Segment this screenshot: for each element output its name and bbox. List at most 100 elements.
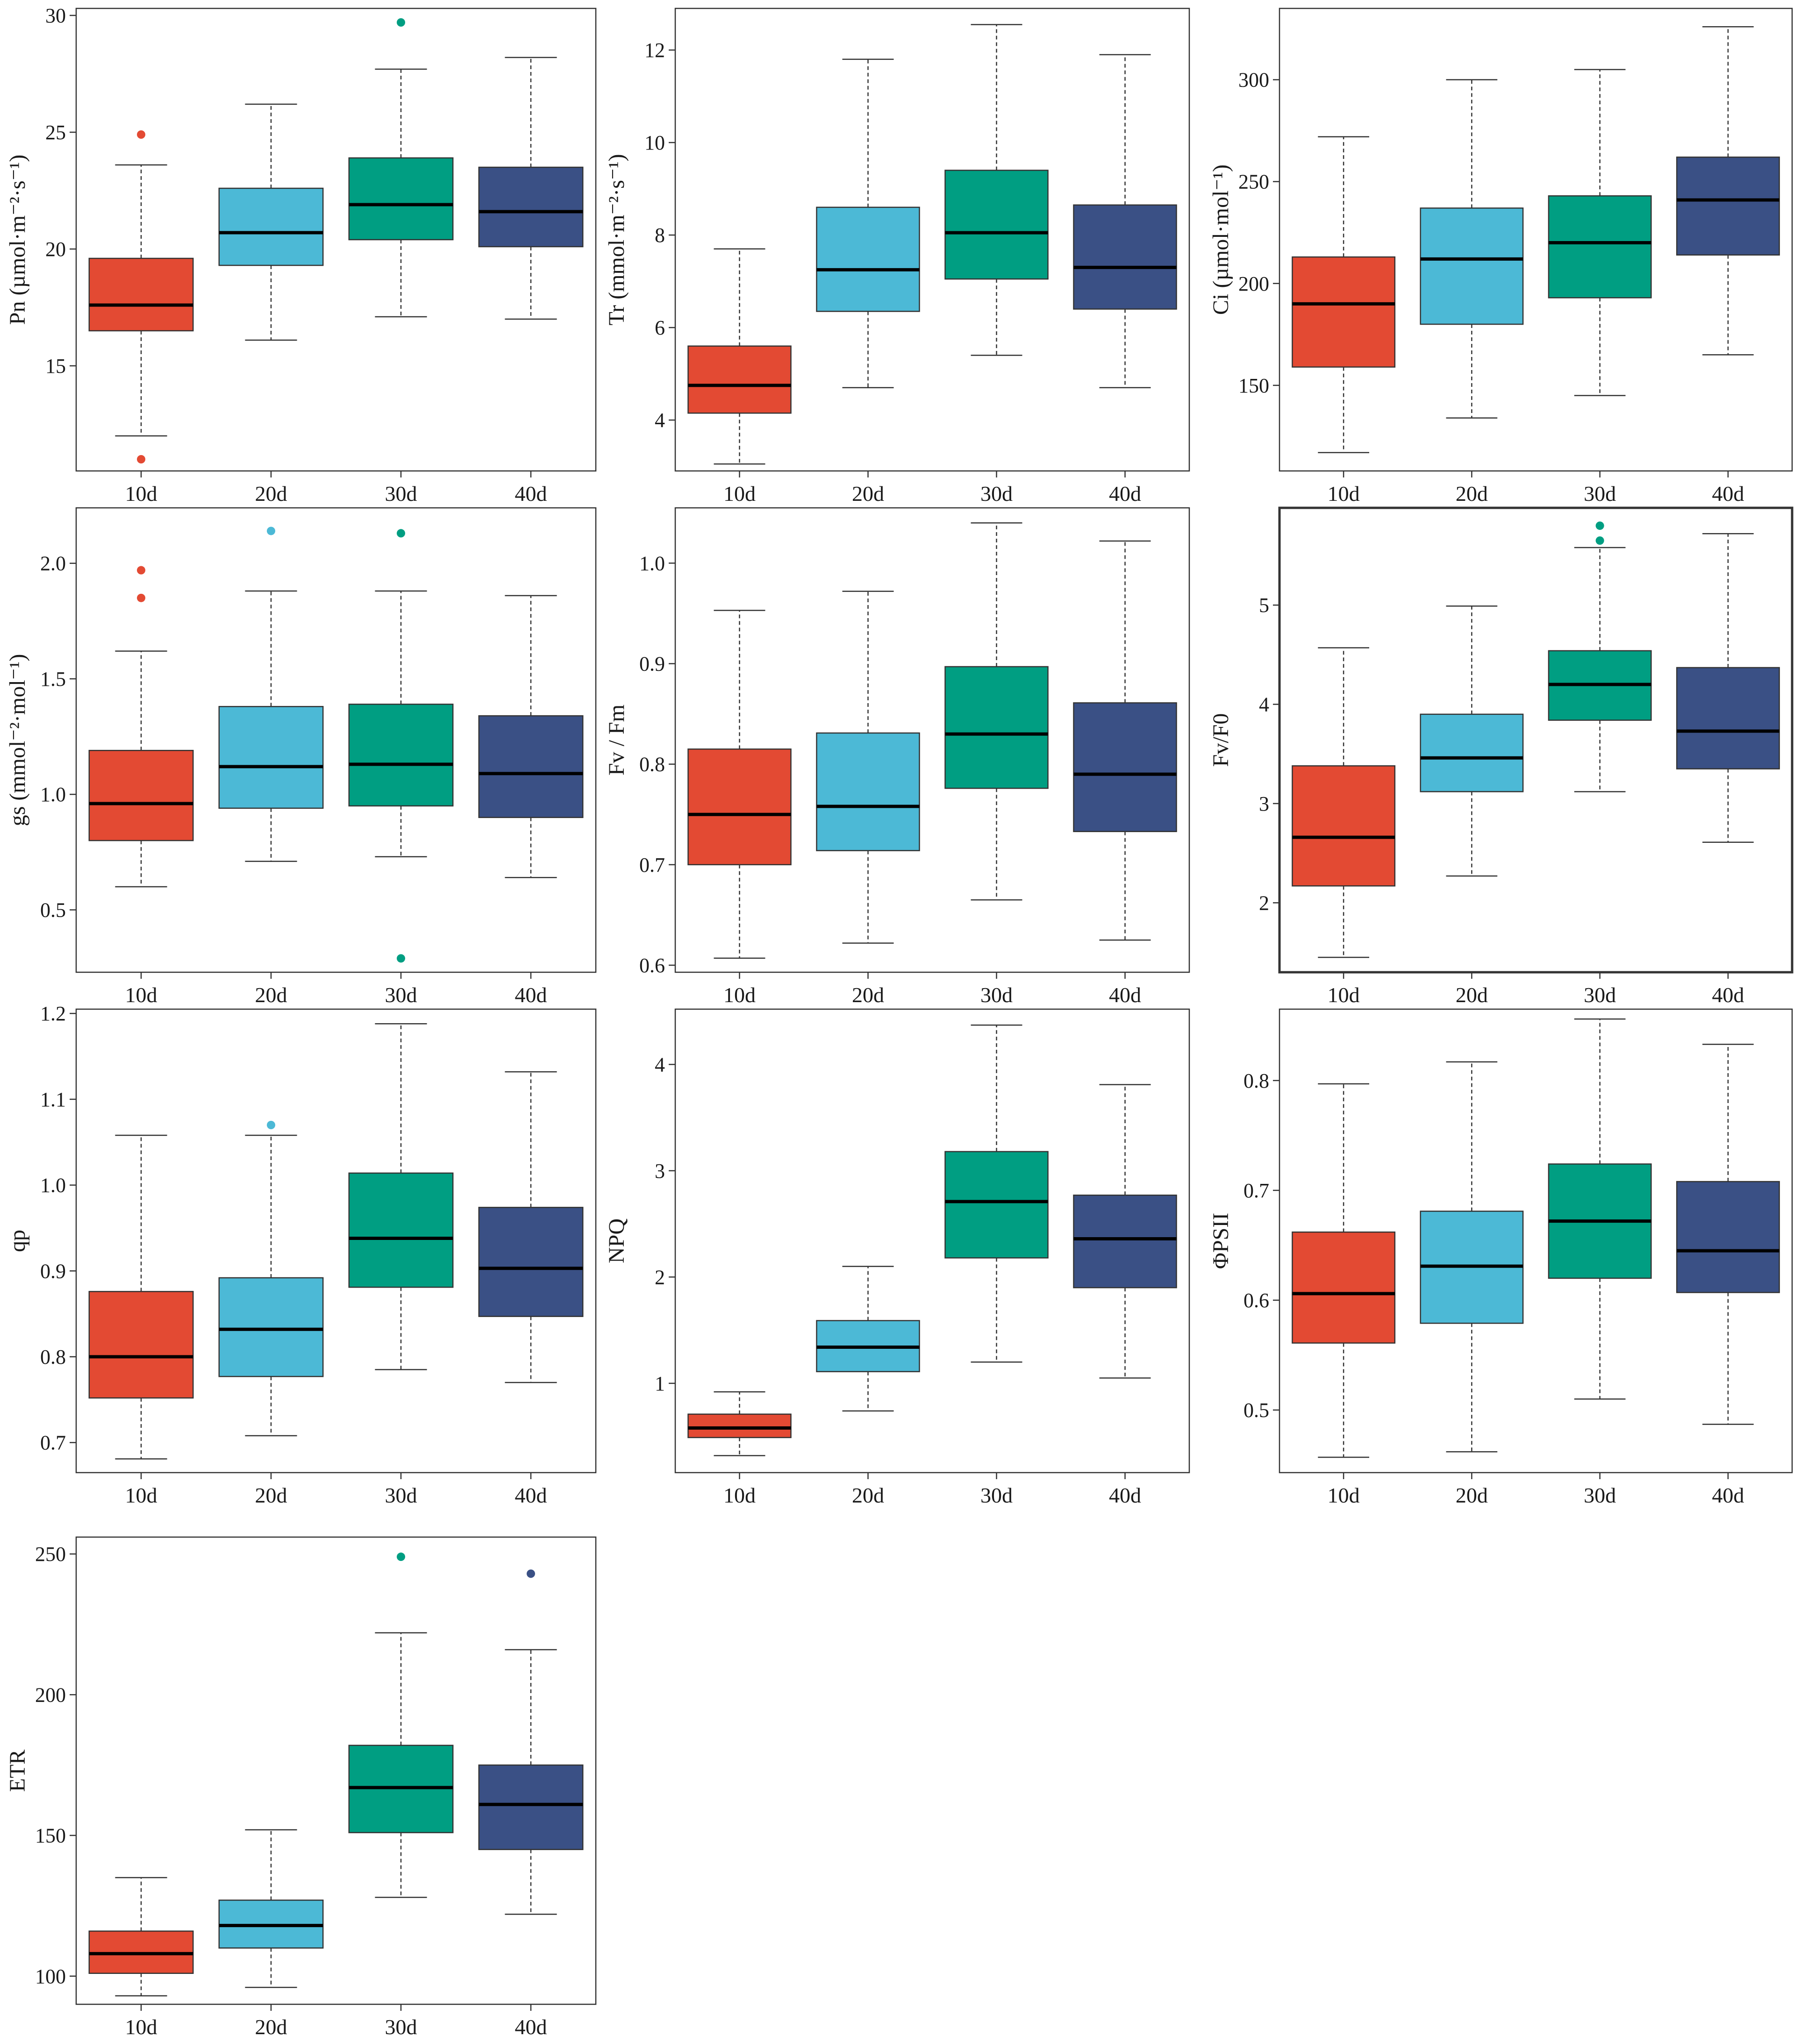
fvf0-outlier-30d-0 [1595, 521, 1604, 530]
phipsii-ytick-label-1: 0.6 [1244, 1289, 1269, 1312]
pn-x-label-40d: 40d [515, 482, 547, 506]
qp-x-label-30d: 30d [385, 1483, 417, 1507]
fvfm-x-label-10d: 10d [723, 983, 756, 1007]
gs-plot-frame [75, 507, 597, 973]
tr-y-axis-label: Tr (mmol·m⁻²·s⁻¹) [604, 154, 629, 325]
qp-box-10d [88, 1134, 194, 1460]
etr-box-40d [478, 1569, 584, 1915]
fvfm-box-40d [1073, 540, 1177, 941]
etr-box-10d [88, 1877, 194, 1997]
fvfm-iqr-box-40d [1073, 702, 1177, 833]
pn-ytick-label-2: 25 [45, 121, 66, 144]
fvfm-box-20d [816, 591, 920, 944]
pn-outlier-10d-0 [137, 130, 145, 139]
npq-x-label-10d: 10d [723, 1483, 756, 1507]
ci-box-20d [1420, 79, 1524, 419]
phipsii-x-label-30d: 30d [1584, 1483, 1616, 1507]
tr-x-label-30d: 30d [980, 482, 1013, 506]
npq-x-label-40d: 40d [1109, 1483, 1141, 1507]
ci-box-10d [1292, 136, 1396, 453]
ci-iqr-box-20d [1420, 207, 1524, 325]
fvf0-iqr-box-20d [1420, 713, 1524, 792]
panel-npq: 1 2 3 4 NPQ 10d 20d 30d 40d [604, 1008, 1190, 1507]
phipsii-iqr-box-10d [1292, 1231, 1396, 1344]
gs-iqr-box-20d [218, 706, 324, 809]
etr-x-label-40d: 40d [515, 2015, 547, 2039]
pn-box-40d [478, 57, 584, 320]
panel-pn: 15 20 25 30 Pn (µmol·m⁻²·s⁻¹) 10d 20d 30d 40d [5, 4, 597, 506]
etr-box-20d [218, 1829, 324, 1988]
qp-box-30d [348, 1023, 454, 1370]
phipsii-ytick-label-3: 0.8 [1244, 1069, 1269, 1092]
fvf0-x-label-40d: 40d [1712, 983, 1744, 1007]
phipsii-ytick-label-0: 0.5 [1244, 1399, 1269, 1422]
qp-iqr-box-10d [88, 1291, 194, 1399]
pn-ytick-label-1: 20 [45, 238, 66, 261]
pn-iqr-box-40d [478, 166, 584, 248]
ci-plot-frame [1279, 7, 1793, 472]
fvf0-ytick-label-1: 3 [1259, 792, 1269, 815]
gs-y-axis-label: gs (mmol⁻²·mol⁻¹) [5, 654, 30, 826]
panel-etr: 100 150 200 250 ETR 10d 20d 30d 40d [5, 1536, 597, 2039]
gs-outlier-30d-1 [397, 954, 405, 963]
npq-ytick-label-2: 3 [655, 1160, 665, 1182]
fvf0-outlier-30d-1 [1595, 536, 1604, 545]
ci-ytick-label-3: 300 [1238, 69, 1269, 92]
npq-box-20d [816, 1266, 920, 1412]
etr-iqr-box-40d [478, 1764, 584, 1850]
fvf0-y-axis-label: Fv/F0 [1208, 713, 1233, 767]
etr-ytick-label-3: 250 [35, 1543, 66, 1566]
qp-ytick-label-5: 1.2 [40, 1002, 66, 1025]
fvfm-plot-frame [674, 507, 1190, 973]
ci-x-label-40d: 40d [1712, 482, 1744, 506]
ci-x-label-10d: 10d [1328, 482, 1360, 506]
npq-box-10d [687, 1391, 792, 1456]
phipsii-box-20d [1420, 1061, 1524, 1453]
fvf0-box-10d [1292, 647, 1396, 958]
tr-x-label-10d: 10d [723, 482, 756, 506]
qp-box-40d [478, 1071, 584, 1383]
ci-iqr-box-40d [1676, 157, 1780, 256]
gs-box-30d [348, 529, 454, 963]
qp-plot-frame [75, 1008, 597, 1474]
phipsii-plot-frame [1279, 1008, 1793, 1474]
npq-ytick-label-1: 2 [655, 1266, 665, 1289]
fvf0-ytick-label-0: 2 [1259, 891, 1269, 914]
gs-ytick-label-0: 0.5 [40, 898, 66, 921]
qp-ytick-label-3: 1.0 [40, 1174, 66, 1197]
npq-iqr-box-30d [944, 1151, 1049, 1259]
npq-iqr-box-40d [1073, 1194, 1177, 1289]
qp-x-label-10d: 10d [125, 1483, 157, 1507]
gs-outlier-30d-0 [397, 529, 405, 538]
tr-ytick-label-3: 10 [644, 131, 665, 154]
gs-box-40d [478, 595, 584, 878]
pn-box-20d [218, 103, 324, 341]
pn-outlier-10d-1 [137, 455, 145, 463]
fvf0-iqr-box-10d [1292, 765, 1396, 887]
panel-fvf0: 2 3 4 5 Fv/F0 10d 20d 30d 40d [1208, 506, 1794, 1007]
tr-ytick-label-2: 8 [655, 224, 665, 247]
qp-x-label-20d: 20d [255, 1483, 287, 1507]
fvf0-box-30d [1548, 521, 1652, 792]
pn-box-30d [348, 18, 454, 318]
phipsii-iqr-box-40d [1676, 1181, 1780, 1293]
gs-ytick-label-3: 2.0 [40, 552, 66, 575]
tr-ytick-label-1: 6 [655, 316, 665, 339]
fvfm-ytick-label-4: 1.0 [639, 552, 665, 575]
npq-x-label-30d: 30d [980, 1483, 1013, 1507]
phipsii-box-10d [1292, 1083, 1396, 1458]
phipsii-box-30d [1548, 1018, 1652, 1400]
npq-ytick-label-0: 1 [655, 1372, 665, 1395]
npq-iqr-box-10d [687, 1413, 792, 1439]
fvf0-box-40d [1676, 533, 1780, 843]
npq-y-axis-label: NPQ [604, 1218, 629, 1263]
gs-ytick-label-1: 1.0 [40, 783, 66, 806]
npq-ytick-label-3: 4 [655, 1053, 665, 1076]
etr-ytick-label-2: 200 [35, 1683, 66, 1706]
gs-box-10d [88, 566, 194, 888]
ci-iqr-box-30d [1548, 195, 1652, 299]
qp-outlier-20d-0 [267, 1121, 275, 1129]
qp-iqr-box-20d [218, 1277, 324, 1377]
phipsii-y-axis-label: ΦPSII [1208, 1213, 1233, 1269]
